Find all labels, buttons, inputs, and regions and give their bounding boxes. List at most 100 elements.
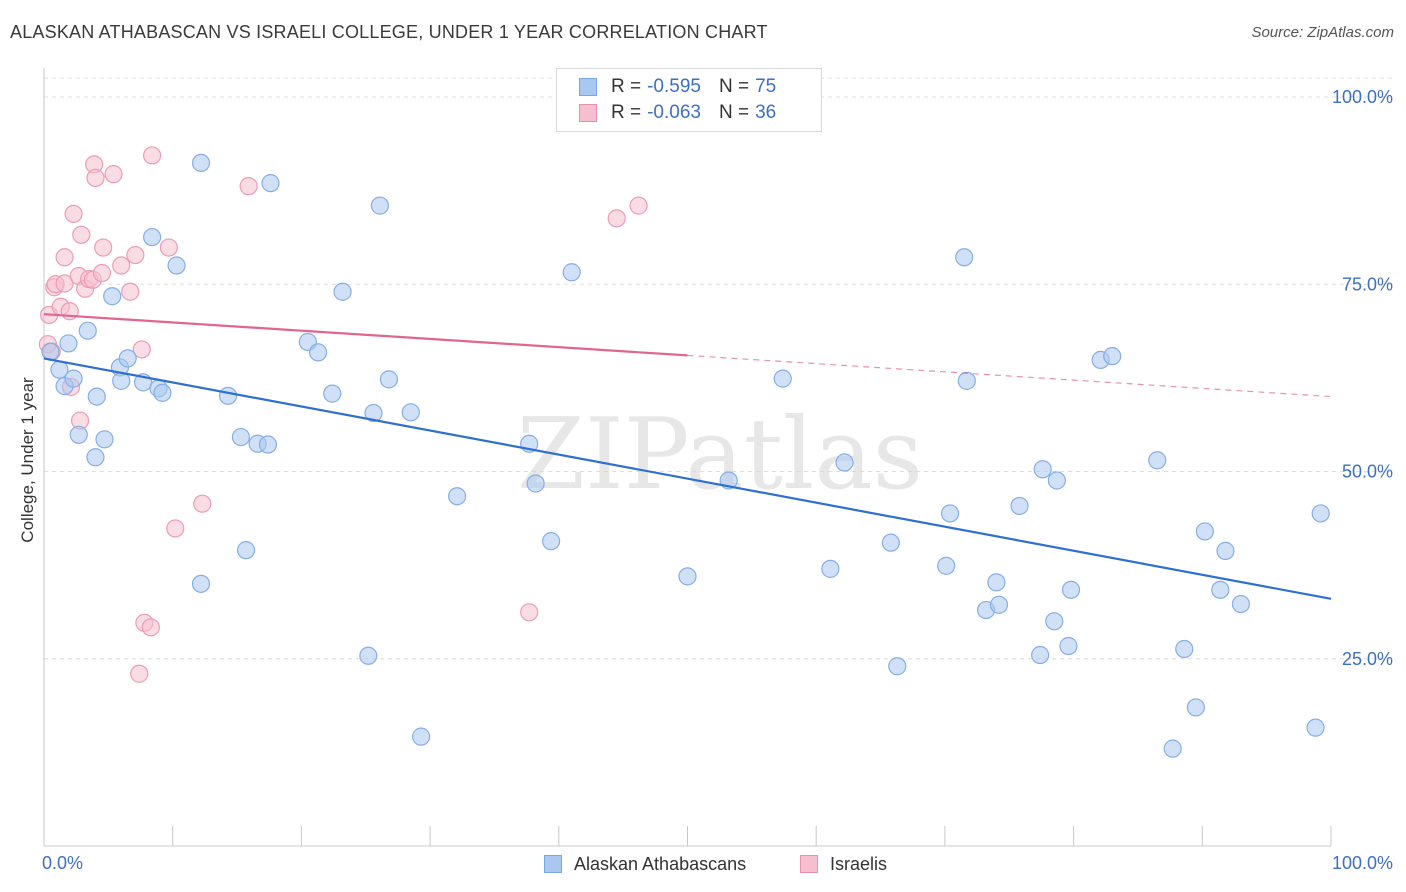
israelis-point bbox=[55, 248, 74, 267]
alaskan-athabascans-point bbox=[1061, 580, 1081, 599]
alaskan-athabascans-point bbox=[118, 349, 137, 368]
alaskan-athabascans-point bbox=[821, 559, 840, 578]
x-tick-label-max: 100.0% bbox=[1332, 853, 1393, 873]
stats-box: R = -0.595 N = 75 R = -0.063 N = 36 bbox=[556, 68, 822, 132]
alaskan-athabascans-point bbox=[1175, 639, 1194, 659]
stats-row-blue: R = -0.595 N = 75 bbox=[579, 76, 776, 98]
n-value: 75 bbox=[755, 76, 777, 97]
israelis-point bbox=[159, 238, 178, 257]
alaskan-athabascans-point bbox=[78, 321, 97, 340]
israelis-point bbox=[86, 168, 105, 187]
alaskan-athabascans-point bbox=[773, 369, 792, 388]
israelis-point bbox=[121, 282, 140, 301]
alaskan-athabascans-point bbox=[86, 448, 105, 467]
legend-item-alaskan-athabascans[interactable]: Alaskan Athabascans bbox=[544, 852, 746, 876]
blue-swatch bbox=[579, 78, 597, 96]
israelis-point bbox=[126, 245, 145, 265]
n-label: N = bbox=[718, 76, 750, 97]
r-label: R = bbox=[611, 76, 642, 97]
alaskan-athabascans-point bbox=[1186, 698, 1205, 717]
alaskan-athabascans-point bbox=[364, 403, 383, 423]
legend-swatch-pink bbox=[800, 855, 818, 873]
alaskan-athabascans-point bbox=[989, 595, 1009, 614]
israelis-point bbox=[104, 165, 123, 184]
alaskan-athabascans-point bbox=[526, 474, 545, 493]
pink-trend-line-extension bbox=[687, 354, 1332, 398]
israelis-point bbox=[141, 618, 160, 637]
alaskan-athabascans-point bbox=[236, 541, 256, 560]
israelis-point bbox=[130, 664, 149, 683]
x-tick-label-min: 0.0% bbox=[42, 853, 83, 873]
alaskan-athabascans-point bbox=[333, 282, 352, 301]
alaskan-athabascans-point bbox=[1031, 645, 1050, 665]
israelis-point bbox=[112, 256, 131, 275]
legend-item-israelis[interactable]: Israelis bbox=[800, 852, 887, 876]
israelis-point bbox=[143, 146, 162, 165]
israelis-point bbox=[239, 177, 258, 196]
israelis-point bbox=[94, 238, 113, 257]
n-label: N = bbox=[718, 102, 750, 123]
alaskan-athabascans-point bbox=[881, 533, 900, 552]
trend-lines bbox=[43, 313, 1332, 600]
legend-label: Israelis bbox=[830, 853, 888, 874]
israelis-point bbox=[55, 274, 74, 293]
alaskan-athabascans-point bbox=[261, 174, 280, 193]
israelis-point bbox=[132, 340, 151, 359]
alaskan-athabascans-point bbox=[541, 532, 561, 551]
r-label: R = bbox=[611, 102, 642, 123]
blue-trend-line bbox=[43, 357, 1332, 600]
alaskan-athabascans-point bbox=[1231, 594, 1251, 614]
pink-swatch bbox=[579, 104, 597, 122]
alaskan-athabascans-point bbox=[1311, 504, 1330, 523]
alaskan-athabascans-point bbox=[1163, 739, 1182, 758]
alaskan-athabascans-point bbox=[835, 453, 854, 472]
alaskan-athabascans-point bbox=[59, 334, 78, 353]
source-credit: Source: ZipAtlas.com bbox=[1251, 24, 1394, 41]
alaskan-athabascans-point bbox=[1216, 541, 1235, 560]
y-tick-label: 100.0% bbox=[1332, 87, 1393, 107]
israelis-point bbox=[193, 494, 212, 513]
alaskan-athabascans-point bbox=[370, 196, 390, 215]
alaskan-athabascans-point bbox=[1103, 347, 1122, 366]
alaskan-athabascans-point bbox=[69, 425, 88, 444]
alaskan-athabascans-point bbox=[448, 487, 467, 506]
alaskan-athabascans-point bbox=[1033, 460, 1052, 479]
y-axis-label: College, Under 1 year bbox=[18, 377, 37, 543]
alaskan-athabascans-point bbox=[411, 727, 431, 746]
y-tick-label: 25.0% bbox=[1342, 649, 1393, 669]
alaskan-athabascans-point bbox=[562, 263, 581, 282]
israelis-point bbox=[520, 603, 539, 622]
alaskan-athabascans-point bbox=[1010, 496, 1029, 516]
alaskan-athabascans-point bbox=[95, 430, 114, 449]
alaskan-athabascans-point bbox=[937, 556, 956, 575]
alaskan-athabascans-point bbox=[231, 427, 251, 447]
alaskan-athabascans-point bbox=[940, 504, 960, 523]
r-value: -0.595 bbox=[647, 76, 701, 97]
alaskan-athabascans-point bbox=[103, 287, 122, 306]
alaskan-athabascans-point bbox=[64, 369, 83, 388]
alaskan-athabascans-point bbox=[1148, 451, 1167, 470]
alaskan-athabascans-point bbox=[1059, 636, 1078, 656]
israelis-point bbox=[92, 263, 112, 283]
y-tick-label: 50.0% bbox=[1342, 462, 1393, 482]
alaskan-athabascans-point bbox=[191, 153, 211, 173]
israelis-point bbox=[64, 204, 83, 223]
stats-row-pink: R = -0.063 N = 36 bbox=[579, 102, 776, 124]
alaskan-athabascans-point bbox=[309, 343, 328, 362]
alaskan-athabascans-point bbox=[87, 387, 106, 406]
alaskan-athabascans-point bbox=[957, 371, 976, 390]
israelis-point bbox=[166, 519, 185, 538]
legend-swatch-blue bbox=[544, 855, 562, 873]
alaskan-athabascans-point bbox=[1047, 471, 1066, 490]
alaskan-athabascans-point bbox=[359, 646, 378, 665]
legend-label: Alaskan Athabascans bbox=[574, 853, 747, 874]
alaskan-athabascans-point bbox=[1195, 522, 1214, 541]
alaskan-athabascans-point bbox=[1306, 718, 1325, 737]
alaskan-athabascans-point bbox=[143, 227, 162, 247]
alaskan-athabascans-point bbox=[153, 383, 172, 402]
alaskan-athabascans-point bbox=[191, 574, 211, 593]
watermark: ZIPatlas bbox=[517, 398, 923, 512]
axis-ticks bbox=[43, 826, 1332, 846]
alaskan-athabascans-point bbox=[218, 386, 238, 405]
